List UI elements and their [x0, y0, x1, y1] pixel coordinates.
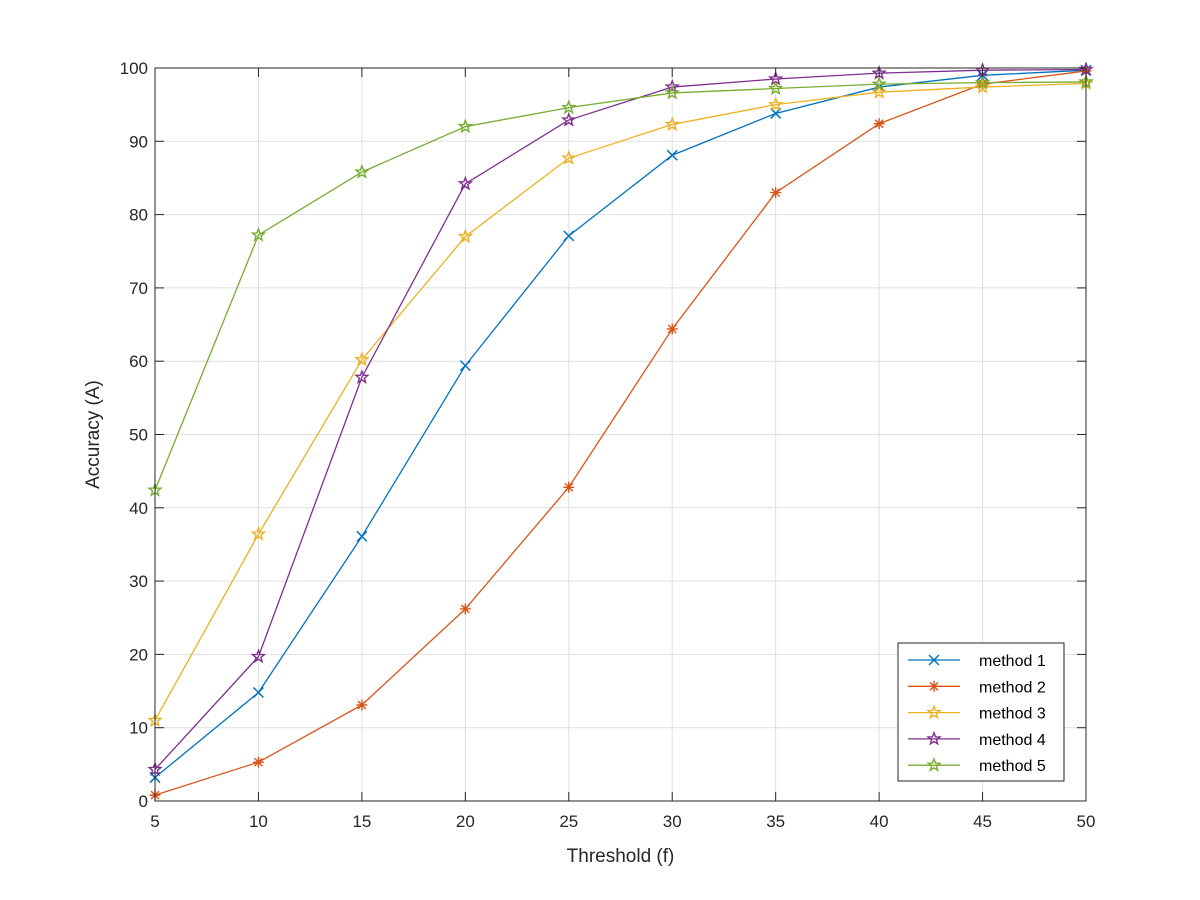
legend-label: method 2	[979, 679, 1046, 696]
data-point	[767, 80, 784, 96]
data-point	[666, 323, 678, 335]
legend-item: method 1	[908, 653, 1046, 670]
x-tick-label: 50	[1077, 812, 1096, 831]
data-point	[563, 481, 575, 493]
legend-marker	[926, 730, 942, 746]
legend-label: method 3	[979, 706, 1046, 723]
legend-marker	[928, 654, 940, 666]
data-point	[459, 603, 471, 615]
y-tick-label: 40	[129, 499, 148, 518]
x-tick-label: 25	[559, 812, 578, 831]
data-point	[356, 699, 368, 711]
legend-marker	[926, 704, 942, 720]
y-tick-label: 10	[129, 719, 148, 738]
data-point	[770, 187, 782, 199]
legend-label: method 1	[979, 653, 1046, 670]
legend-label: method 5	[979, 758, 1046, 775]
data-point	[457, 118, 474, 134]
series-layer	[147, 61, 1094, 801]
data-point	[250, 226, 267, 242]
legend: method 1 method 2 method 3 method 4 method 5	[897, 642, 1065, 782]
x-tick-label: 15	[352, 812, 371, 831]
series-3	[147, 75, 1094, 728]
data-point	[457, 175, 474, 191]
data-point	[560, 99, 577, 115]
data-point	[560, 111, 577, 127]
data-point	[356, 530, 368, 542]
data-point	[252, 686, 264, 699]
data-point	[354, 369, 370, 384]
legend-item: method 5	[908, 756, 1046, 775]
y-tick-label: 70	[129, 279, 148, 298]
y-tick-label: 20	[129, 645, 148, 664]
data-point	[767, 96, 784, 112]
x-tick-label: 40	[870, 812, 889, 831]
legend-item: method 4	[908, 730, 1046, 749]
y-tick-label: 0	[139, 792, 148, 811]
series-5	[147, 73, 1094, 497]
data-point	[459, 360, 471, 372]
y-tick-label: 50	[129, 426, 148, 445]
data-point	[974, 78, 991, 94]
series-line	[154, 68, 1087, 770]
legend-marker	[928, 680, 940, 692]
data-point	[871, 75, 887, 91]
data-point	[457, 228, 474, 244]
axis-ticks: 5 10 15 20 25 30 35 40 45 50 0 10 20 30 40 50 60 70 80 90 10…	[120, 59, 1096, 831]
x-tick-label: 35	[766, 812, 785, 831]
data-point	[666, 149, 678, 161]
x-tick-label: 20	[456, 812, 475, 831]
data-point	[560, 149, 577, 165]
data-point	[354, 351, 370, 367]
series-2	[149, 65, 1092, 801]
data-point	[664, 84, 681, 100]
y-tick-label: 100	[120, 59, 148, 78]
data-point	[664, 116, 681, 132]
y-tick-label: 80	[129, 206, 148, 225]
series-line	[154, 82, 1087, 721]
y-tick-label: 60	[129, 352, 148, 371]
x-tick-label: 45	[973, 812, 992, 831]
data-point	[873, 118, 885, 130]
data-point	[252, 756, 264, 768]
data-point	[354, 163, 370, 179]
x-tick-label: 5	[150, 812, 159, 831]
legend-item: method 2	[908, 679, 1046, 696]
legend-item: method 3	[908, 704, 1046, 723]
y-tick-label: 90	[129, 132, 148, 151]
series-line	[154, 69, 1087, 779]
data-point	[250, 648, 267, 664]
series-line	[154, 70, 1087, 796]
legend-marker	[926, 756, 942, 772]
x-axis-label: Threshold (f)	[567, 846, 675, 867]
data-point	[664, 78, 681, 94]
y-tick-label: 30	[129, 572, 148, 591]
x-tick-label: 30	[663, 812, 682, 831]
data-point	[974, 74, 991, 90]
data-point	[563, 230, 575, 242]
y-axis-label: Accuracy (A)	[83, 380, 104, 489]
x-tick-label: 10	[249, 812, 268, 831]
data-point	[977, 78, 989, 90]
series-line	[154, 81, 1087, 491]
data-point	[250, 525, 267, 541]
legend-label: method 4	[979, 732, 1046, 749]
